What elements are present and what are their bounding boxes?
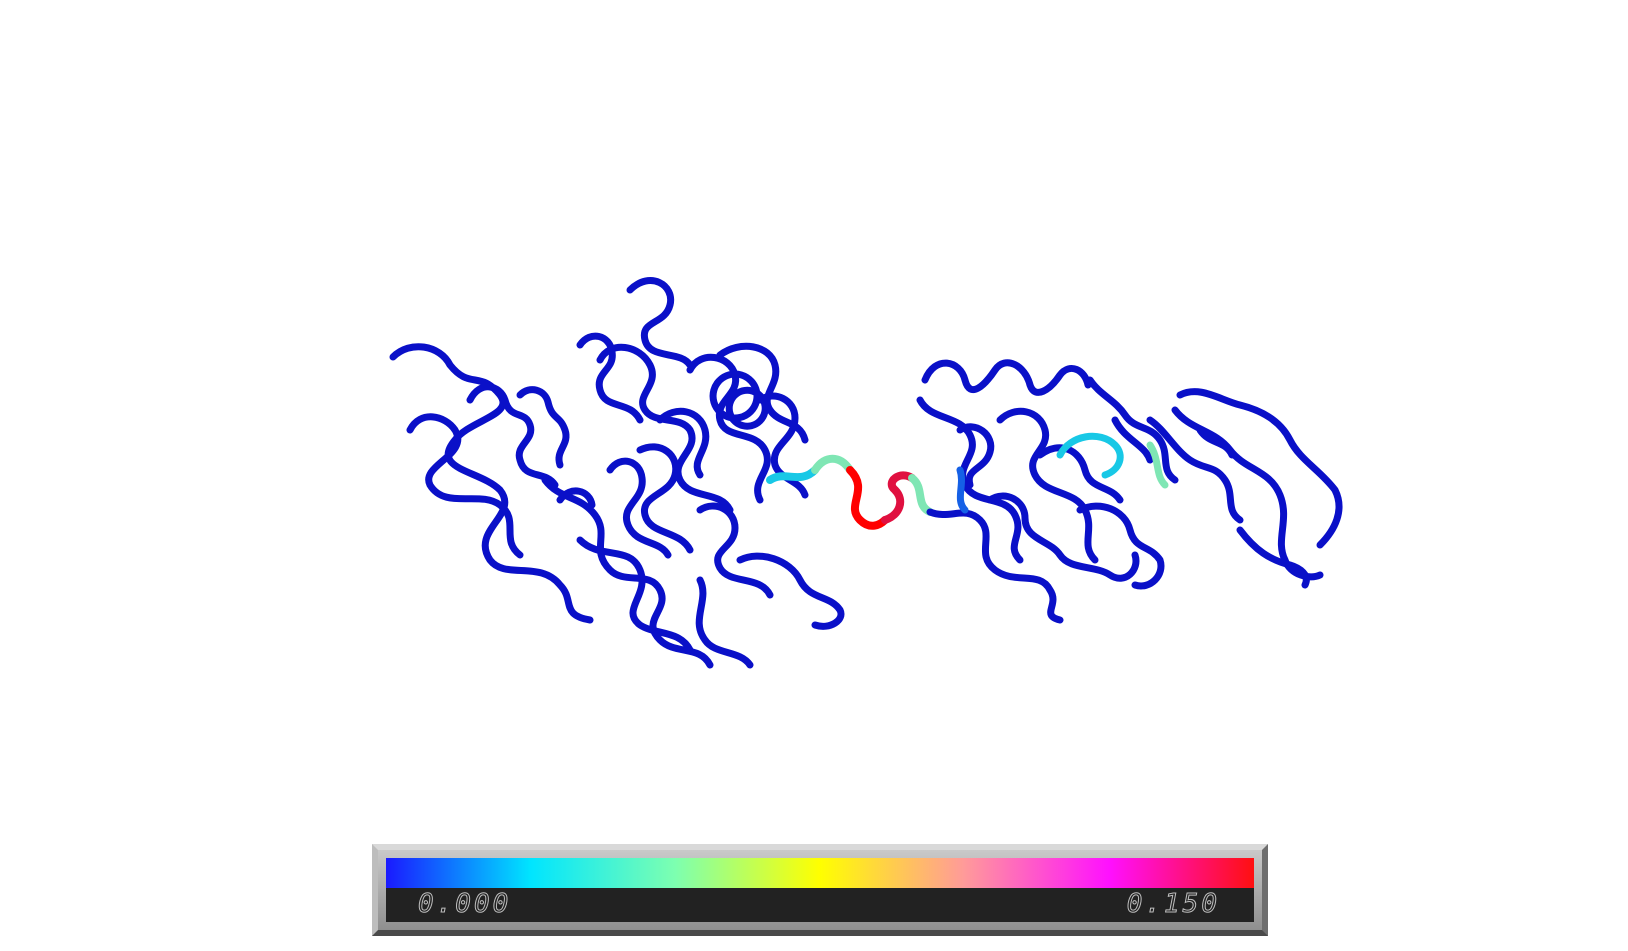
colorbar-panel: 0.000 0.150 [386,858,1254,922]
protein-linker [766,454,934,530]
colorbar: 0.000 0.150 [372,844,1268,936]
colorbar-min-label: 0.000 [417,889,512,920]
colorbar-max-label: 0.150 [1126,889,1220,920]
protein-left-domain [389,277,845,669]
colorbar-gradient [386,858,1254,888]
protein-right-domain [916,359,1343,624]
protein-right-highlight [956,432,1169,514]
